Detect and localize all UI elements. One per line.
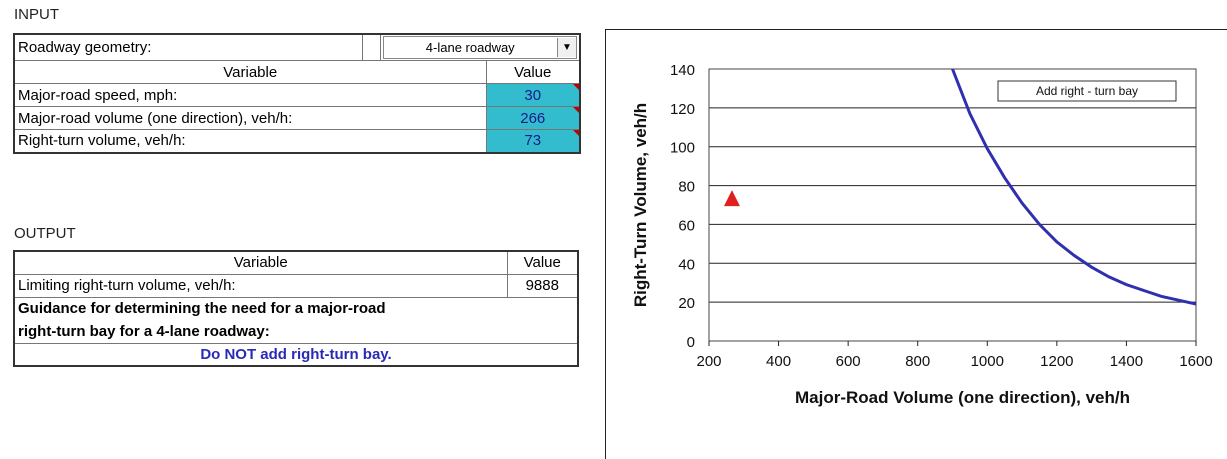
guidance-result: Do NOT add right-turn bay. <box>13 342 579 367</box>
table-row: Limiting right-turn volume, veh/h: 9888 <box>13 273 579 298</box>
annotation-box <box>997 80 1177 102</box>
y-tick-label: 60 <box>678 217 695 234</box>
guidance-row: right-turn bay for a 4-lane roadway: <box>13 320 579 344</box>
x-tick-label: 1600 <box>1179 353 1212 370</box>
annotation-text: Add right - turn bay <box>1036 84 1138 98</box>
comment-marker-icon <box>573 130 579 136</box>
y-tick-label: 120 <box>670 101 695 118</box>
x-tick-label: 800 <box>905 353 930 370</box>
input-header-value: Value <box>485 60 581 84</box>
chart: 0 20 40 60 80 100 120 140 200 400 600 800 1000 1200 14… <box>631 62 1213 407</box>
chart-area: 0 20 40 60 80 100 120 140 200 400 600 800 1000 1200 14… <box>605 29 1227 459</box>
x-tick-label: 1200 <box>1040 353 1073 370</box>
table-row: Major-road speed, mph: 30 <box>13 83 581 107</box>
right-turn-volume-value: 73 <box>524 132 542 150</box>
y-axis-label: Right-Turn Volume, veh/h <box>631 103 650 307</box>
speed-label: Major-road speed, mph: <box>13 83 487 107</box>
comment-marker-icon <box>573 84 579 90</box>
input-header-row: Variable Value <box>13 60 581 84</box>
x-tick-label: 200 <box>696 353 721 370</box>
guidance-row: Guidance for determining the need for a … <box>13 296 579 320</box>
x-tick-label: 400 <box>766 353 791 370</box>
table-row: Major-road volume (one direction), veh/h… <box>13 106 581 130</box>
geometry-label: Roadway geometry: <box>13 33 363 61</box>
chevron-down-icon[interactable]: ▼ <box>557 38 576 57</box>
data-point-marker <box>723 190 740 207</box>
geometry-dropdown-cell: 4-lane roadway ▼ <box>379 33 581 61</box>
x-tick-label: 600 <box>836 353 861 370</box>
geometry-dropdown[interactable]: 4-lane roadway ▼ <box>382 36 577 59</box>
x-tick-label: 1000 <box>971 353 1004 370</box>
speed-input[interactable]: 30 <box>485 83 581 107</box>
input-header-variable: Variable <box>13 60 487 84</box>
speed-value: 30 <box>524 86 542 104</box>
y-tick-label: 100 <box>670 140 695 157</box>
limit-value: 9888 <box>506 273 579 298</box>
right-turn-volume-label: Right-turn volume, veh/h: <box>13 129 487 153</box>
right-turn-volume-input[interactable]: 73 <box>485 129 581 153</box>
y-tick-label: 140 <box>670 62 695 79</box>
x-tick-label: 1400 <box>1110 353 1143 370</box>
input-section-label: INPUT <box>14 6 59 23</box>
geometry-dropdown-value: 4-lane roadway <box>425 40 515 55</box>
input-table: Roadway geometry: 4-lane roadway ▼ Varia… <box>13 33 581 154</box>
geometry-spacer <box>361 33 381 61</box>
output-section-label: OUTPUT <box>14 225 76 242</box>
limit-label: Limiting right-turn volume, veh/h: <box>13 273 508 298</box>
major-volume-value: 266 <box>520 109 546 127</box>
geometry-row: Roadway geometry: 4-lane roadway ▼ <box>13 33 581 61</box>
y-tick-label: 20 <box>678 295 695 312</box>
table-row: Right-turn volume, veh/h: 73 <box>13 129 581 153</box>
y-tick-label: 80 <box>678 179 695 196</box>
output-header-value: Value <box>506 250 579 275</box>
plot-area-border <box>708 68 1197 342</box>
y-tick-label: 0 <box>687 334 695 351</box>
output-header-row: Variable Value <box>13 250 579 275</box>
output-table: Variable Value Limiting right-turn volum… <box>13 250 579 367</box>
major-volume-label: Major-road volume (one direction), veh/h… <box>13 106 487 130</box>
threshold-curve <box>951 68 1197 306</box>
comment-marker-icon <box>573 107 579 113</box>
guidance-result-row: Do NOT add right-turn bay. <box>13 342 579 367</box>
major-volume-input[interactable]: 266 <box>485 106 581 130</box>
y-tick-label: 40 <box>678 256 695 273</box>
guidance-text-line1: Guidance for determining the need for a … <box>13 296 579 320</box>
x-axis-label: Major-Road Volume (one direction), veh/h <box>795 388 1130 407</box>
output-header-variable: Variable <box>13 250 508 275</box>
guidance-text-line2: right-turn bay for a 4-lane roadway: <box>13 320 579 344</box>
